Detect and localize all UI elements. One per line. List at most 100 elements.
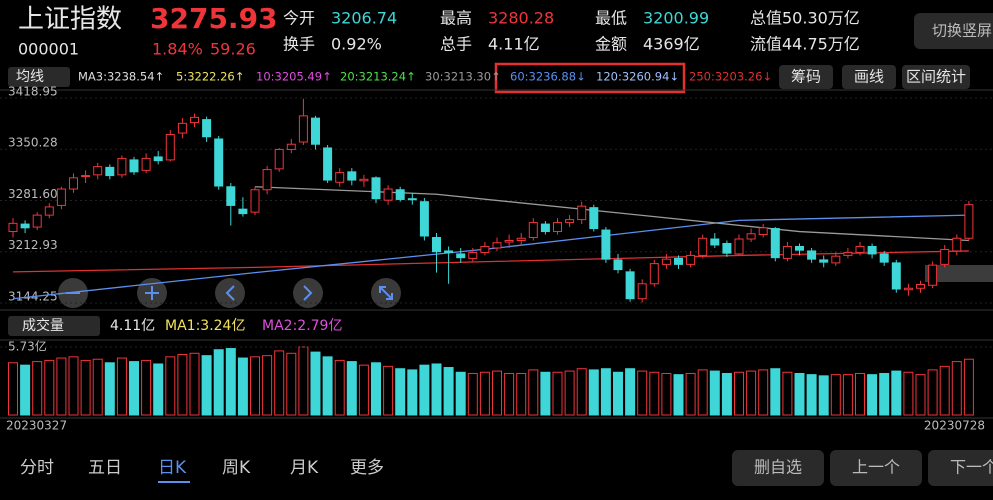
vol-ma2: MA2:2.79亿 bbox=[262, 318, 342, 334]
y-tick-label: 3350.28 bbox=[8, 136, 58, 150]
candle-body bbox=[940, 248, 950, 265]
volume-bar bbox=[104, 362, 115, 416]
vol-ma1: MA1:3.24亿 bbox=[165, 318, 245, 334]
candle-body bbox=[674, 257, 683, 265]
y-tick-label: 5.73亿 bbox=[8, 339, 47, 354]
candle-body bbox=[214, 138, 224, 187]
candle-body bbox=[782, 245, 792, 259]
volume-bar bbox=[141, 359, 152, 416]
stat-label: 流值44.75万亿 bbox=[750, 35, 860, 54]
volume-bar bbox=[225, 348, 236, 416]
candle-body bbox=[807, 250, 817, 260]
candle-body bbox=[795, 245, 804, 251]
volume-bar bbox=[806, 374, 817, 416]
volume-bar bbox=[455, 371, 466, 416]
tab[interactable]: 日K bbox=[158, 458, 187, 478]
nav-button[interactable] bbox=[830, 450, 922, 486]
volume-bar bbox=[116, 357, 127, 416]
candle-body bbox=[56, 188, 66, 206]
price-tag bbox=[925, 265, 993, 282]
volume-bar bbox=[479, 371, 490, 416]
candle-body bbox=[553, 222, 562, 233]
volume-bar bbox=[879, 372, 890, 416]
volume-bar bbox=[467, 372, 478, 416]
nav-button[interactable] bbox=[732, 450, 824, 486]
candle-body bbox=[480, 245, 490, 253]
nav-button[interactable] bbox=[928, 450, 993, 486]
volume-bar bbox=[129, 361, 139, 416]
tool-button[interactable] bbox=[842, 65, 896, 89]
tab[interactable]: 分时 bbox=[20, 458, 54, 478]
move-right[interactable] bbox=[293, 278, 323, 308]
candle-body bbox=[153, 156, 163, 162]
candle-body bbox=[686, 254, 696, 265]
candle-body bbox=[105, 166, 115, 177]
ma-legend: 5:3222.26↑ bbox=[176, 70, 244, 84]
candle-body bbox=[311, 117, 320, 145]
volume-bar bbox=[153, 363, 164, 416]
candle-body bbox=[601, 229, 611, 260]
candle-body bbox=[419, 201, 429, 237]
candle-body bbox=[141, 157, 151, 171]
ma-selector[interactable] bbox=[8, 67, 70, 87]
vol-selector[interactable] bbox=[8, 316, 100, 336]
volume-bar bbox=[20, 364, 31, 416]
tool-button[interactable] bbox=[779, 65, 833, 89]
x-label: 20230728 bbox=[924, 419, 985, 433]
price: 3275.93 bbox=[150, 2, 278, 35]
volume-bar bbox=[92, 358, 103, 416]
ma-line bbox=[254, 186, 969, 242]
volume-bar bbox=[685, 372, 696, 416]
move-left[interactable] bbox=[215, 278, 245, 308]
code: 000001 bbox=[18, 40, 79, 59]
candle-body bbox=[565, 219, 575, 224]
volume-bar bbox=[262, 355, 273, 416]
candle-body bbox=[238, 208, 248, 215]
candle-body bbox=[274, 148, 284, 170]
candle-body bbox=[928, 264, 938, 286]
volume-bar bbox=[395, 368, 406, 416]
tab[interactable]: 周K bbox=[222, 458, 251, 478]
candle-body bbox=[903, 287, 913, 291]
candle-body bbox=[262, 169, 272, 191]
volume-bar bbox=[8, 362, 18, 416]
volume-bar bbox=[625, 368, 636, 416]
volume-bar bbox=[903, 371, 914, 416]
volume-bar bbox=[552, 371, 563, 416]
tab[interactable]: 月K bbox=[290, 458, 319, 478]
volume-bar bbox=[818, 375, 829, 416]
volume-bar bbox=[564, 370, 575, 416]
candle-body bbox=[843, 251, 853, 256]
volume-bar bbox=[298, 346, 309, 416]
volume-bar bbox=[734, 371, 744, 416]
volume-bar bbox=[939, 365, 950, 416]
stat-label: 今开 bbox=[283, 9, 315, 28]
volume-bar bbox=[649, 371, 660, 416]
stat-value: 0.92% bbox=[331, 35, 382, 54]
candle-body bbox=[359, 178, 369, 182]
volume-bar bbox=[237, 357, 248, 416]
volume-bar bbox=[274, 350, 285, 416]
volume-bar bbox=[855, 372, 865, 416]
rotate-button[interactable] bbox=[914, 13, 993, 49]
stat-label: 金额 bbox=[595, 35, 627, 54]
tool-button[interactable] bbox=[902, 65, 970, 89]
volume-bar bbox=[431, 363, 442, 416]
volume-bar bbox=[165, 356, 176, 416]
candle-body bbox=[202, 119, 212, 138]
stat-label: 换手 bbox=[283, 35, 315, 54]
candle-body bbox=[286, 143, 296, 150]
volume-bar bbox=[346, 361, 357, 416]
tab[interactable]: 五日 bbox=[88, 458, 122, 478]
stat-value: 4.11亿 bbox=[488, 35, 540, 54]
volume-bar bbox=[68, 356, 79, 416]
volume-bar bbox=[867, 374, 878, 416]
candle-body bbox=[661, 258, 671, 265]
tab[interactable]: 更多 bbox=[350, 458, 384, 478]
highlight-box bbox=[494, 62, 686, 94]
volume-bar bbox=[322, 356, 333, 416]
stat-value: 4369亿 bbox=[643, 35, 700, 54]
candle-body bbox=[867, 245, 877, 255]
volume-bar bbox=[673, 374, 684, 416]
candle-body bbox=[819, 259, 829, 263]
